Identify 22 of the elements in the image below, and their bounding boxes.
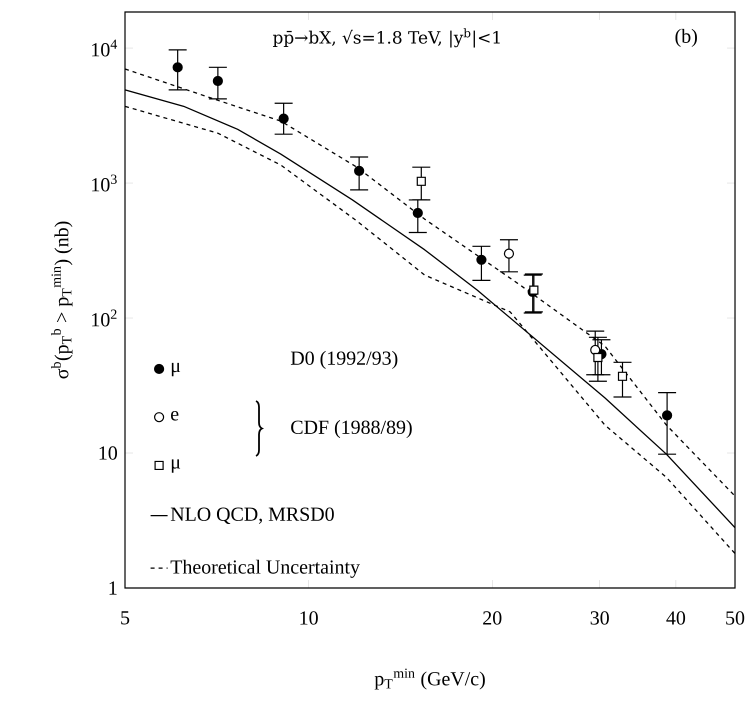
legend-label: Theoretical Uncertainty [170, 560, 360, 578]
y-tick-label: 1 [110, 581, 117, 595]
x-tick-label: 20 [483, 611, 502, 625]
x-tick-label: 50 [726, 611, 744, 625]
legend-label: NLO QCD, MRSD0 [170, 507, 334, 524]
legend-label: μ [172, 362, 180, 376]
x-tick-label: 10 [300, 611, 318, 625]
y-tick-label: 10$^{2}$ [92, 310, 116, 326]
annotation: pp̄→bX, √s=1.8 TeV, |y$^{b}$|<1 [272, 28, 500, 48]
x-tick-label: 40 [666, 611, 686, 625]
annotation: CDF (1988/89) [291, 420, 412, 438]
x-axis-title: p$_{T}$$^{min}$ (GeV/c) [374, 668, 485, 690]
legend-label: e [171, 410, 178, 421]
y-tick-label: 10$^{3}$ [92, 174, 117, 192]
y-tick-label: 10$^{4}$ [92, 40, 118, 56]
y-tick-label: 10 [100, 446, 118, 460]
legend-label: μ [172, 459, 180, 473]
annotation: D0 (1992/93) [290, 350, 398, 369]
annotation: (b) [675, 28, 697, 47]
text: σ$^{b}$(p$_{T}$$^{b}$ > p$_{T}$$^{min}$) (nb) [51, 222, 72, 378]
x-tick-label: 30 [590, 611, 609, 625]
x-tick-label: 5 [121, 611, 130, 624]
